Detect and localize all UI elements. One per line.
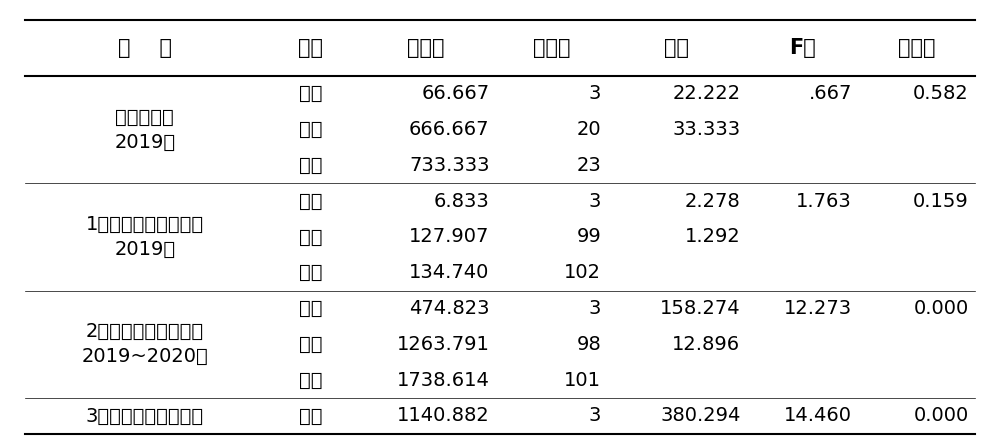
Text: 22.222: 22.222 <box>672 84 740 103</box>
Text: 101: 101 <box>564 371 601 390</box>
Text: 造林成活率: 造林成活率 <box>115 108 174 126</box>
Text: 均方: 均方 <box>664 38 689 58</box>
Text: 3: 3 <box>589 299 601 318</box>
Text: 474.823: 474.823 <box>409 299 490 318</box>
Text: 127.907: 127.907 <box>409 227 490 247</box>
Text: 项    目: 项 目 <box>118 38 172 58</box>
Text: 23: 23 <box>576 156 601 175</box>
Text: .667: .667 <box>809 84 852 103</box>
Text: 1年生基径平均生长量: 1年生基径平均生长量 <box>86 215 204 234</box>
Text: 1263.791: 1263.791 <box>397 335 490 354</box>
Text: 158.274: 158.274 <box>660 299 740 318</box>
Text: 1738.614: 1738.614 <box>397 371 490 390</box>
Text: F值: F值 <box>789 38 816 58</box>
Text: 组内: 组内 <box>299 120 322 139</box>
Text: 总数: 总数 <box>299 263 322 282</box>
Text: 14.460: 14.460 <box>784 406 852 425</box>
Text: 102: 102 <box>564 263 601 282</box>
Text: 20: 20 <box>576 120 601 139</box>
Text: 98: 98 <box>576 335 601 354</box>
Text: 66.667: 66.667 <box>421 84 490 103</box>
Text: 380.294: 380.294 <box>660 406 740 425</box>
Text: 组间: 组间 <box>299 406 322 425</box>
Text: 2年生基径平均生长量: 2年生基径平均生长量 <box>86 322 204 341</box>
Text: 自由度: 自由度 <box>533 38 570 58</box>
Text: 6.833: 6.833 <box>434 192 490 210</box>
Text: 0.582: 0.582 <box>913 84 969 103</box>
Text: 3: 3 <box>589 192 601 210</box>
Text: 3: 3 <box>589 406 601 425</box>
Text: 平方和: 平方和 <box>407 38 445 58</box>
Text: 33.333: 33.333 <box>672 120 740 139</box>
Text: 99: 99 <box>576 227 601 247</box>
Text: 来源: 来源 <box>298 38 323 58</box>
Text: 2019~2020年: 2019~2020年 <box>81 348 208 366</box>
Text: 2019年: 2019年 <box>114 133 175 152</box>
Text: 12.896: 12.896 <box>672 335 740 354</box>
Text: 组内: 组内 <box>299 227 322 247</box>
Text: 2.278: 2.278 <box>685 192 740 210</box>
Text: 0.159: 0.159 <box>913 192 969 210</box>
Text: 134.740: 134.740 <box>409 263 490 282</box>
Text: 总数: 总数 <box>299 156 322 175</box>
Text: 显著性: 显著性 <box>898 38 935 58</box>
Text: 3: 3 <box>589 84 601 103</box>
Text: 666.667: 666.667 <box>409 120 490 139</box>
Text: 组间: 组间 <box>299 299 322 318</box>
Text: 1140.882: 1140.882 <box>397 406 490 425</box>
Text: 1.292: 1.292 <box>685 227 740 247</box>
Text: 0.000: 0.000 <box>914 299 969 318</box>
Text: 组间: 组间 <box>299 192 322 210</box>
Text: 1.763: 1.763 <box>796 192 852 210</box>
Text: 12.273: 12.273 <box>784 299 852 318</box>
Text: 3年生基径平均生长量: 3年生基径平均生长量 <box>86 406 204 425</box>
Text: 733.333: 733.333 <box>409 156 490 175</box>
Text: 0.000: 0.000 <box>914 406 969 425</box>
Text: 组间: 组间 <box>299 84 322 103</box>
Text: 组内: 组内 <box>299 335 322 354</box>
Text: 总数: 总数 <box>299 371 322 390</box>
Text: 2019年: 2019年 <box>114 240 175 259</box>
